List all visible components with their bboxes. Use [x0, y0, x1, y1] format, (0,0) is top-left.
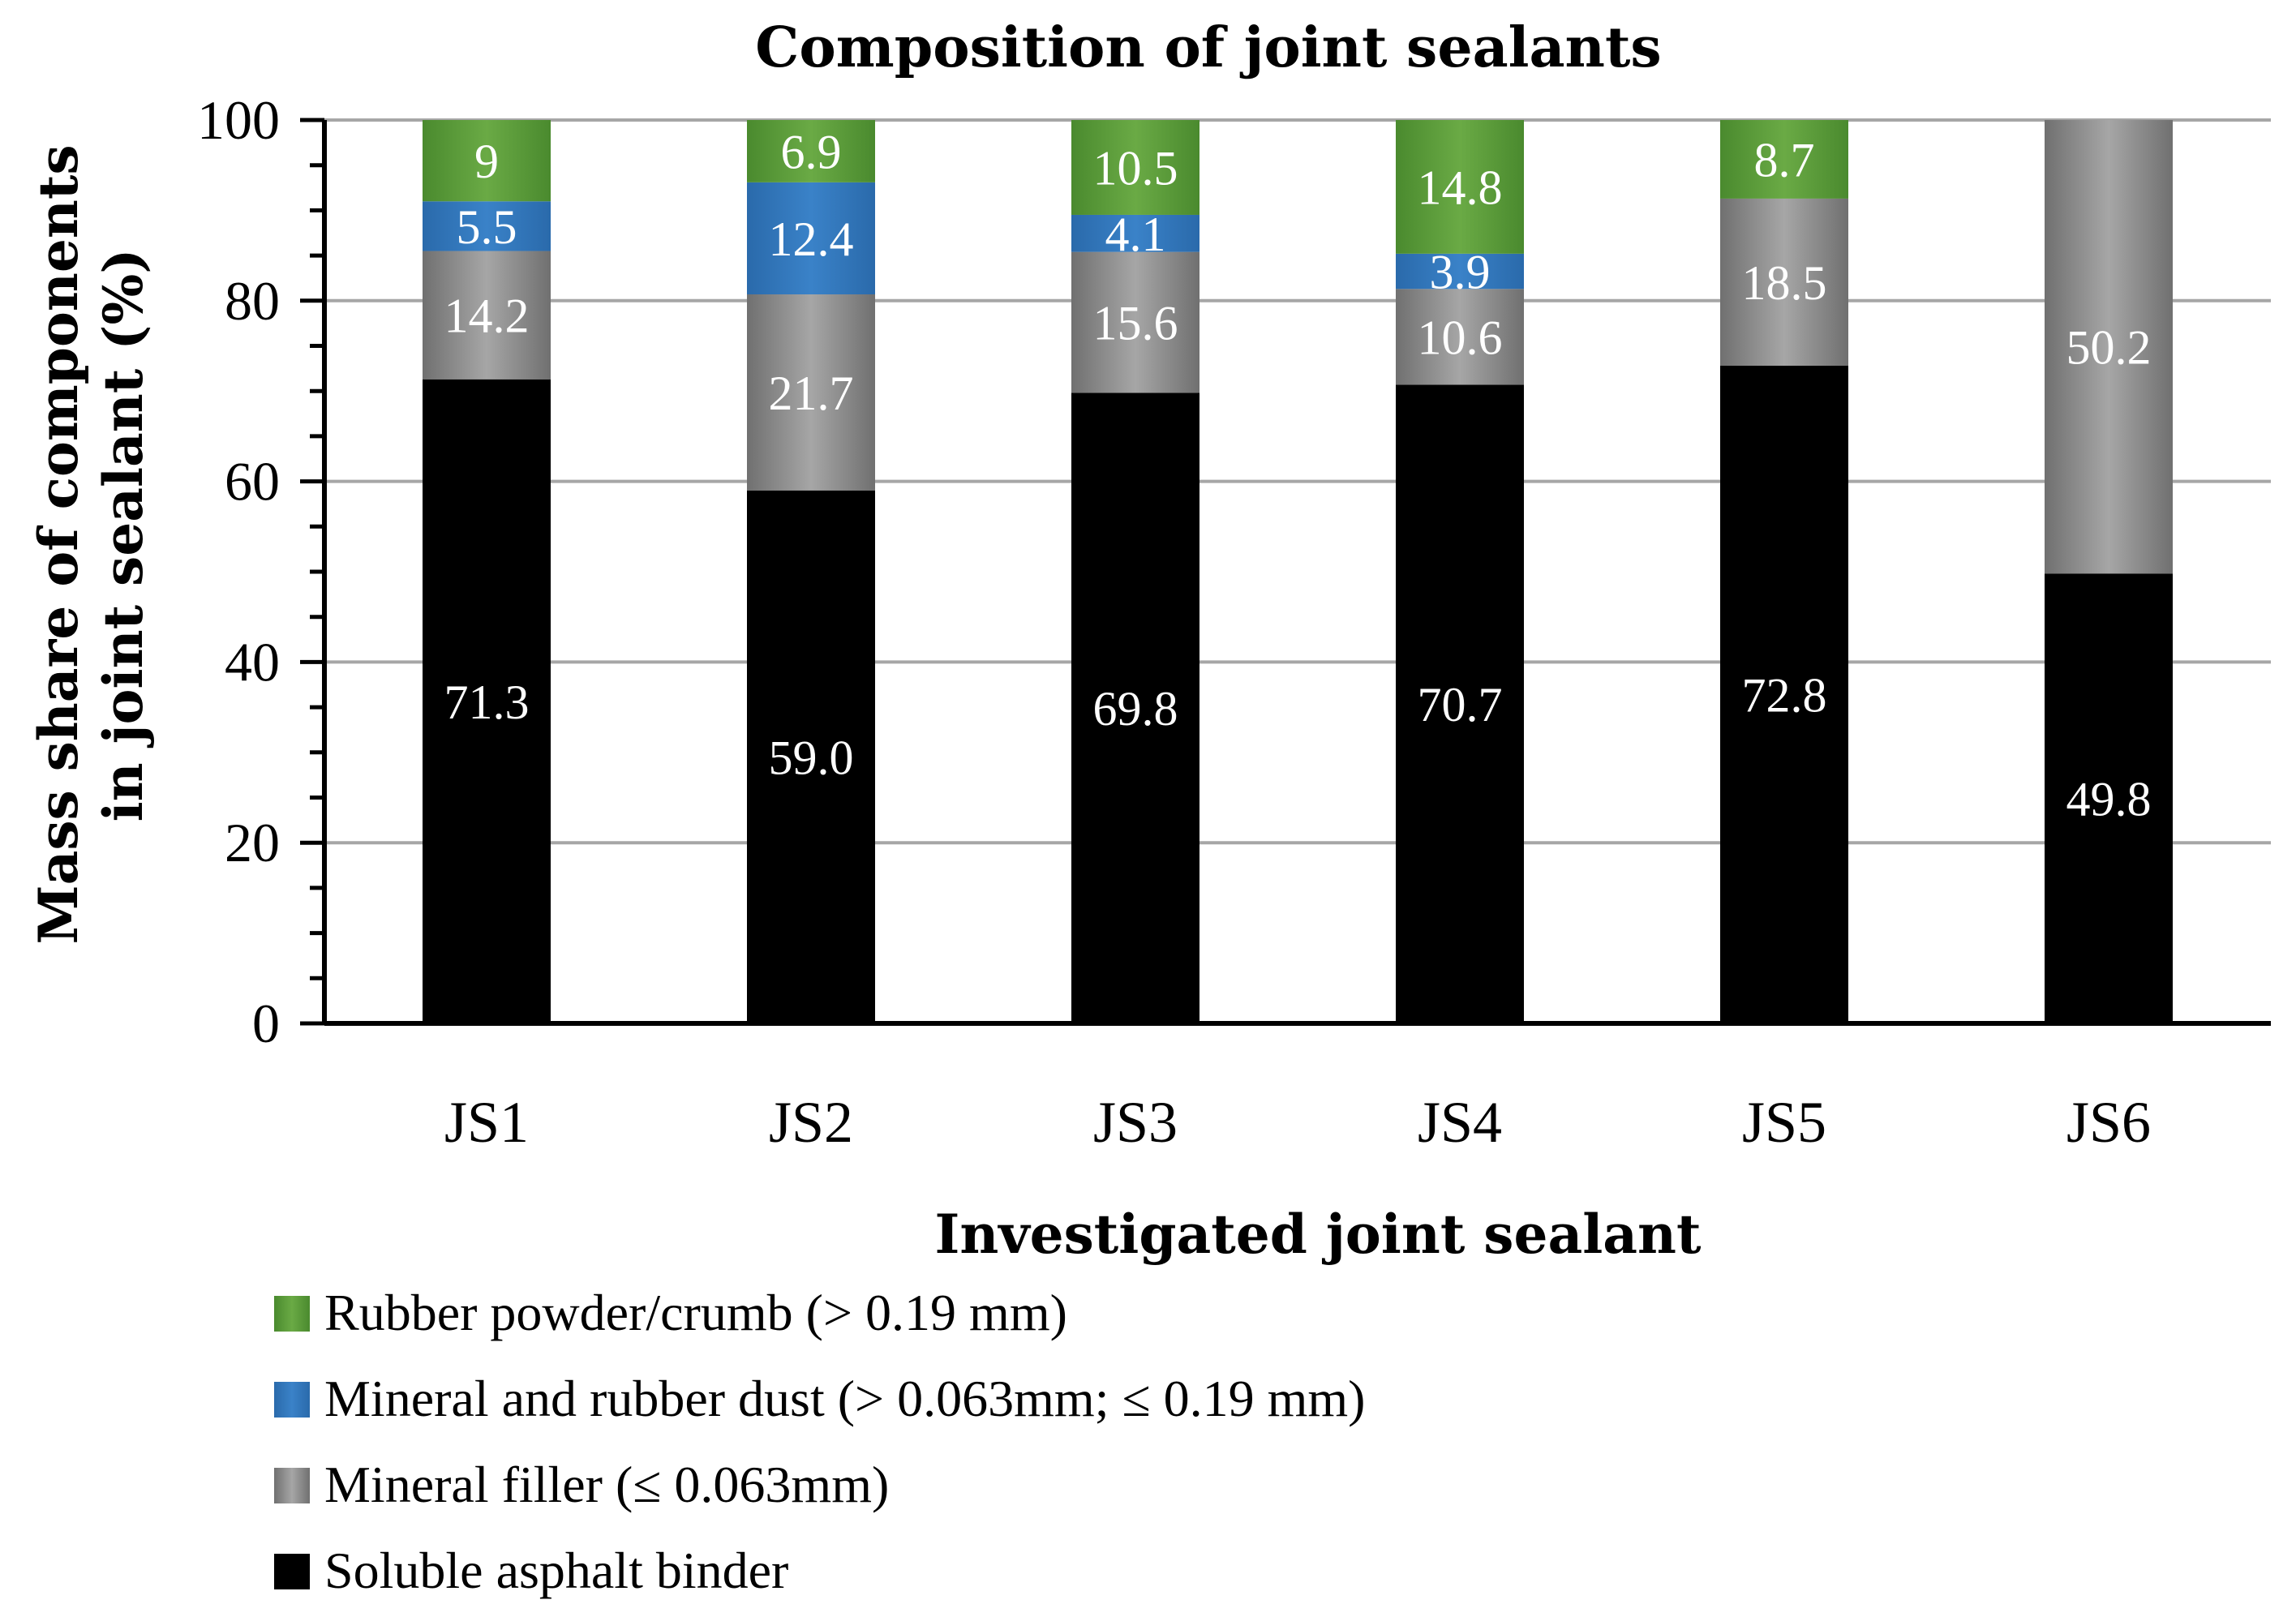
x-axis-title: Investigated joint sealant — [934, 1203, 1702, 1266]
bar-js2-series-0 — [747, 490, 875, 1023]
bar-js3-series-0 — [1071, 392, 1199, 1024]
data-label-js2-series-3: 6.9 — [781, 125, 842, 178]
legend-label-2: Mineral and rubber dust (> 0.063mm; ≤ 0.… — [324, 1370, 1365, 1427]
bar-js6-series-0 — [2045, 573, 2173, 1023]
data-label-js4-series-0: 70.7 — [1418, 678, 1503, 731]
bar-js6-series-1 — [2045, 120, 2173, 574]
data-label-js4-series-3: 14.8 — [1418, 161, 1503, 214]
data-label-js3-series-1: 15.6 — [1093, 297, 1178, 350]
bar-js2-series-1 — [747, 294, 875, 491]
data-label-js4-series-2: 3.9 — [1430, 246, 1491, 299]
data-label-js1-series-3: 9 — [474, 135, 499, 188]
bar-js1-series-2 — [423, 201, 551, 251]
bar-js4-series-3 — [1396, 120, 1524, 254]
bar-js1-series-1 — [423, 251, 551, 380]
bar-js1-series-3 — [423, 120, 551, 202]
x-category-labels: JS1 JS2 JS3 JS4 JS5 JS6 — [444, 1090, 2151, 1155]
data-labels: 71.3 14.2 5.5 9 59.0 21.7 12.4 6.9 69.8 15.6 4.1 10… — [444, 125, 2152, 826]
bar-js4-series-2 — [1396, 253, 1524, 290]
bar-js3-series-3 — [1071, 120, 1199, 215]
data-label-js2-series-2: 12.4 — [769, 212, 854, 266]
y-tick-label-0: 0 — [252, 993, 280, 1054]
data-label-js6-series-0: 49.8 — [2066, 773, 2152, 826]
y-tick-label-100: 100 — [197, 89, 280, 151]
bars — [423, 120, 2173, 1024]
bar-js5-series-3 — [1720, 120, 1848, 199]
bar-js5-series-1 — [1720, 198, 1848, 367]
legend-swatch-0 — [274, 1554, 310, 1589]
data-label-js2-series-1: 21.7 — [769, 367, 854, 420]
category-label-js6: JS6 — [2066, 1090, 2151, 1155]
data-label-js3-series-0: 69.8 — [1093, 682, 1178, 736]
category-label-js1: JS1 — [444, 1090, 529, 1155]
bar-js2-series-2 — [747, 182, 875, 295]
bar-js4-series-0 — [1396, 384, 1524, 1024]
category-label-js4: JS4 — [1418, 1090, 1502, 1155]
gridlines — [324, 118, 2271, 845]
category-label-js3: JS3 — [1093, 1090, 1178, 1155]
data-label-js2-series-0: 59.0 — [769, 731, 854, 784]
chart-title: Composition of joint sealants — [755, 15, 1661, 80]
legend-label-3: Rubber powder/crumb (> 0.19 mm) — [324, 1284, 1067, 1341]
bar-js3-series-2 — [1071, 214, 1199, 252]
legend: Rubber powder/crumb (> 0.19 mm) Mineral a… — [274, 1284, 1365, 1599]
bar-js3-series-1 — [1071, 251, 1199, 393]
data-label-js3-series-3: 10.5 — [1093, 141, 1178, 195]
legend-label-0: Soluble asphalt binder — [324, 1542, 788, 1599]
data-label-js1-series-2: 5.5 — [457, 200, 517, 254]
bar-js5-series-0 — [1720, 366, 1848, 1023]
legend-swatch-3 — [274, 1296, 310, 1332]
data-label-js3-series-2: 4.1 — [1105, 208, 1166, 261]
y-axis-title: Mass share of components in joint sealan… — [27, 127, 155, 945]
data-label-js1-series-1: 14.2 — [444, 290, 530, 343]
legend-swatch-1 — [274, 1468, 310, 1503]
data-label-js5-series-0: 72.8 — [1742, 669, 1827, 723]
y-tick-label-40: 40 — [225, 631, 280, 693]
axes — [300, 118, 2271, 1026]
data-label-js1-series-0: 71.3 — [444, 676, 530, 729]
y-tick-labels: 0 20 40 60 80 100 — [197, 89, 280, 1054]
y-tick-label-20: 20 — [225, 812, 280, 873]
bar-js4-series-1 — [1396, 289, 1524, 385]
data-label-js5-series-1: 18.5 — [1742, 256, 1827, 310]
y-tick-label-60: 60 — [225, 451, 280, 513]
data-label-js6-series-1: 50.2 — [2066, 321, 2152, 375]
data-label-js4-series-1: 10.6 — [1418, 311, 1503, 364]
legend-label-1: Mineral filler (≤ 0.063mm) — [324, 1456, 889, 1513]
legend-swatch-2 — [274, 1382, 310, 1418]
bar-js1-series-0 — [423, 379, 551, 1023]
bar-js2-series-3 — [747, 120, 875, 182]
data-label-js5-series-3: 8.7 — [1754, 133, 1815, 187]
y-tick-label-80: 80 — [225, 270, 280, 332]
category-label-js5: JS5 — [1742, 1090, 1826, 1155]
category-label-js2: JS2 — [769, 1090, 853, 1155]
